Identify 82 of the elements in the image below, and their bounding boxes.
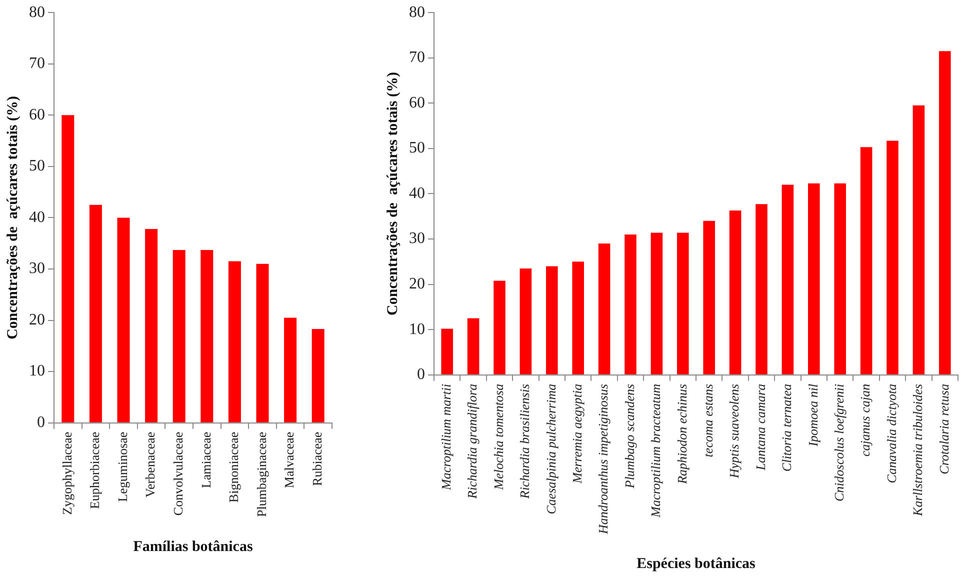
x-axis-title: Espécies botânicas xyxy=(636,556,756,572)
y-axis-title: Concentrações de açúcares totais (%) xyxy=(384,72,401,316)
x-tick-label: Euphorbiaceae xyxy=(87,432,102,510)
x-tick-label: Caesalpinia pulcherrima xyxy=(543,383,558,514)
x-tick-label: Verbenaceae xyxy=(142,432,158,498)
y-tick-label: 0 xyxy=(417,366,425,384)
x-tick-label: tecoma estans xyxy=(700,384,716,458)
bar xyxy=(546,266,558,374)
y-tick-label: 80 xyxy=(409,4,425,21)
y-tick-label: 60 xyxy=(29,106,45,124)
y-tick-label: 30 xyxy=(409,230,425,248)
y-tick-label: 20 xyxy=(29,311,45,328)
y-tick-label: 80 xyxy=(29,4,45,21)
x-tick-label: Plumbago scandens xyxy=(622,384,637,490)
bar xyxy=(284,318,297,422)
y-tick-label: 70 xyxy=(409,49,425,66)
bar xyxy=(886,140,898,374)
bar xyxy=(677,232,689,374)
x-tick-label: Zygophyllaceae xyxy=(59,432,74,515)
x-tick-label: Cnidoscolus loefgrenii xyxy=(832,384,847,502)
x-tick-label: Plumbaginaceae xyxy=(254,432,269,517)
bar xyxy=(228,261,241,422)
bar xyxy=(808,183,820,374)
x-tick-label: Rubiaceae xyxy=(310,432,325,486)
bar xyxy=(467,318,480,374)
bar xyxy=(834,183,846,374)
x-tick-label: Crotalaria retusa xyxy=(936,383,952,474)
y-tick-label: 70 xyxy=(29,55,45,72)
y-tick-label: 60 xyxy=(409,94,425,112)
x-tick-label: Richardia grandiflora xyxy=(464,383,480,500)
x-tick-label: Merremia aegyptia xyxy=(570,383,585,484)
bar xyxy=(703,220,715,374)
bar xyxy=(520,268,532,374)
bar xyxy=(172,250,186,422)
bar xyxy=(572,262,584,374)
x-tick-label: Handroanthus impetiginosus xyxy=(596,384,611,535)
y-tick-label: 50 xyxy=(29,158,45,175)
bar xyxy=(62,115,74,422)
x-tick-label: Lantana camara xyxy=(752,383,768,472)
bar xyxy=(89,204,102,422)
bar xyxy=(200,250,214,422)
x-tick-label: Macroptilium martii xyxy=(438,384,454,491)
x-tick-label: Malvaceae xyxy=(282,432,297,488)
bar xyxy=(145,228,158,422)
x-tick-label: Hyptis suaveolens xyxy=(726,384,742,480)
x-tick-label: Lamiaceae xyxy=(198,432,214,488)
y-tick-label: 20 xyxy=(409,276,425,293)
x-tick-label: Clitoria ternatea xyxy=(779,383,794,472)
y-tick-label: 10 xyxy=(29,362,45,380)
x-tick-label: Karllstroemia tribuloides xyxy=(910,384,926,517)
x-tick-label: Macroptilium bracteatum xyxy=(648,384,664,518)
x-tick-label: Raphiodon echinus xyxy=(674,384,690,485)
y-tick-label: 10 xyxy=(409,320,425,338)
x-tick-label: Ipomoea nil xyxy=(805,384,820,448)
x-tick-label: Bignoniaceae xyxy=(226,432,242,503)
bar xyxy=(598,244,610,374)
bar xyxy=(494,280,506,374)
bar xyxy=(939,51,951,374)
y-tick-label: 40 xyxy=(409,184,425,202)
x-tick-label: Convolvulaceae xyxy=(170,432,186,516)
bar xyxy=(441,328,453,374)
x-axis-title: Famílias botânicas xyxy=(133,538,253,555)
bar xyxy=(782,184,794,374)
bar xyxy=(624,234,636,374)
bar xyxy=(312,328,324,422)
y-tick-label: 0 xyxy=(37,414,45,432)
x-tick-label: Leguminosae xyxy=(114,432,130,502)
x-tick-label: Canavalia dictyota xyxy=(884,383,899,484)
y-tick-label: 40 xyxy=(29,208,45,226)
y-axis-title: Concentrações de açúcares totais (%) xyxy=(4,96,21,340)
bar xyxy=(860,147,872,374)
bar xyxy=(729,210,742,374)
x-tick-label: Melochia tomentosa xyxy=(490,383,506,491)
bar xyxy=(912,105,925,374)
y-tick-label: 30 xyxy=(29,260,45,278)
y-tick-label: 50 xyxy=(409,140,425,157)
bar xyxy=(256,264,269,422)
x-tick-label: Richardia brasiliensis xyxy=(517,384,532,500)
bar xyxy=(117,218,130,422)
bar xyxy=(756,204,768,374)
x-tick-label: cajanus cajan xyxy=(858,384,873,456)
bar xyxy=(650,232,663,374)
